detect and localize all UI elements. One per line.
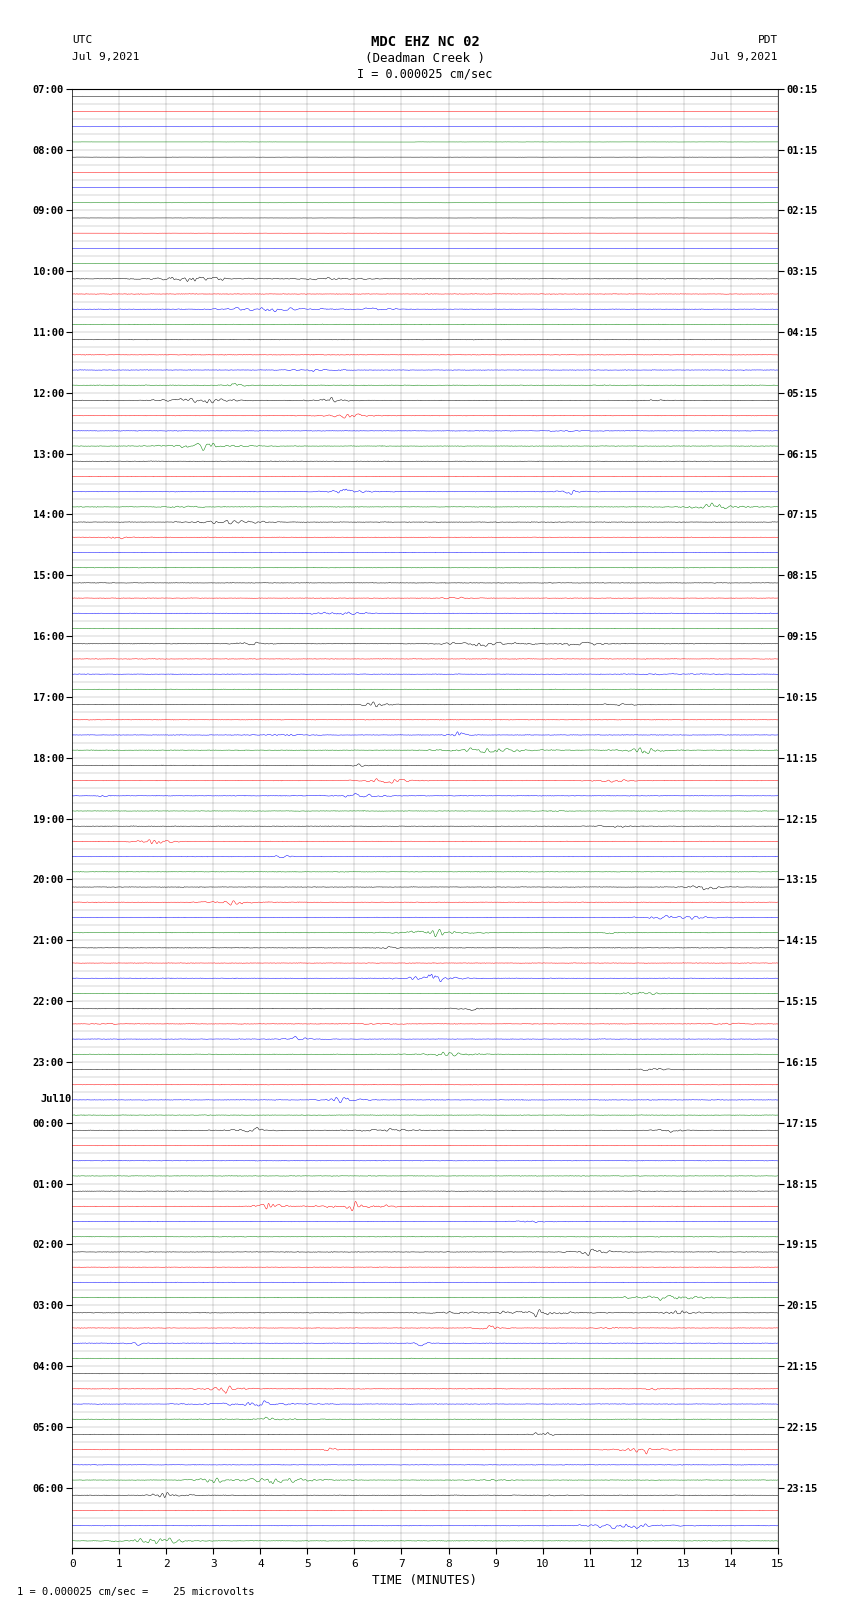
- Text: (Deadman Creek ): (Deadman Creek ): [365, 52, 485, 65]
- Text: MDC EHZ NC 02: MDC EHZ NC 02: [371, 35, 479, 50]
- Text: Jul 9,2021: Jul 9,2021: [711, 52, 778, 61]
- X-axis label: TIME (MINUTES): TIME (MINUTES): [372, 1574, 478, 1587]
- Text: PDT: PDT: [757, 35, 778, 45]
- Text: Jul 9,2021: Jul 9,2021: [72, 52, 139, 61]
- Text: Jul10: Jul10: [40, 1095, 71, 1105]
- Text: UTC: UTC: [72, 35, 93, 45]
- Text: 1 = 0.000025 cm/sec =    25 microvolts: 1 = 0.000025 cm/sec = 25 microvolts: [17, 1587, 254, 1597]
- Text: I = 0.000025 cm/sec: I = 0.000025 cm/sec: [357, 68, 493, 81]
